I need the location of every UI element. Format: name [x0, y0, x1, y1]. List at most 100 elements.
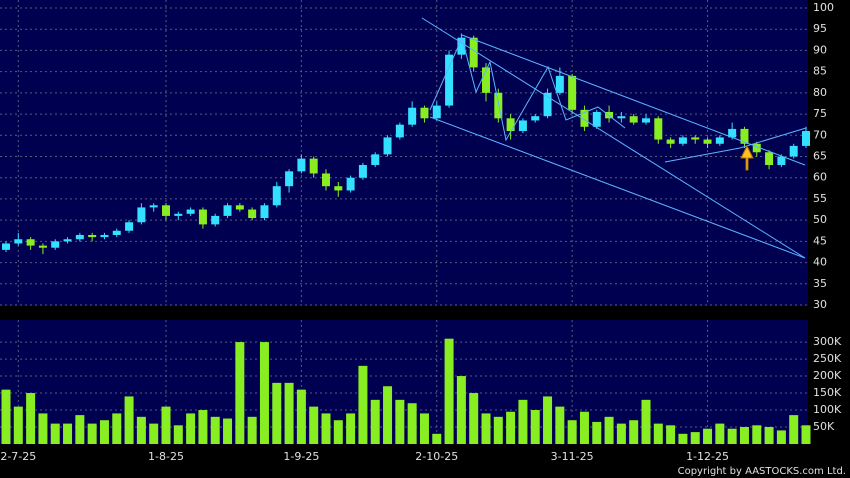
candle-body [592, 111, 601, 127]
volume-bar [518, 399, 528, 444]
candle-body [297, 158, 306, 172]
volume-tick-label: 300K [813, 335, 842, 348]
volume-bar [432, 433, 442, 444]
candle-body [26, 239, 35, 246]
x-tick-label: 1-9-25 [283, 450, 319, 463]
volume-bar [543, 396, 553, 444]
y-tick-label: 85 [813, 65, 827, 78]
candle-body [482, 67, 490, 93]
volume-bar [149, 423, 159, 444]
volume-bar [629, 420, 639, 444]
volume-bar [641, 399, 651, 444]
volume-bar [75, 415, 85, 444]
volume-bar [481, 413, 491, 444]
candle-body [162, 205, 170, 216]
volume-bar [666, 425, 676, 444]
candle-body [309, 158, 318, 174]
y-tick-label: 35 [813, 277, 827, 290]
volume-bar [259, 342, 269, 444]
x-tick-label: 3-11-25 [551, 450, 594, 463]
volume-bar [124, 396, 134, 444]
volume-bar [358, 365, 368, 444]
volume-bar [1, 389, 11, 444]
x-tick-label: 2-10-25 [415, 450, 458, 463]
volume-bar [247, 416, 257, 444]
volume-bar [50, 423, 60, 444]
volume-bar [727, 428, 737, 444]
volume-bar [13, 406, 23, 444]
volume-bar [715, 423, 725, 444]
y-tick-label: 90 [813, 43, 827, 56]
candle-body [371, 154, 380, 165]
candle-body [383, 137, 392, 155]
volume-bar [653, 423, 663, 444]
footer: Copyright by AASTOCKS.com Ltd. [678, 466, 846, 477]
candle-body [358, 164, 367, 178]
candle-body [186, 209, 195, 214]
volume-bar [99, 420, 109, 444]
candle-body [568, 75, 577, 110]
candle-body [75, 234, 84, 240]
volume-bar [493, 416, 503, 444]
candle-body [174, 213, 183, 216]
volume-bar [346, 413, 356, 444]
volume-bar [579, 411, 589, 444]
y-tick-label: 55 [813, 192, 827, 205]
candle-body [334, 186, 343, 191]
volume-bar [296, 389, 306, 444]
volume-bar [370, 399, 380, 444]
volume-bar [690, 432, 700, 444]
volume-bar [801, 425, 811, 444]
volume-bar [703, 428, 713, 444]
y-tick-label: 75 [813, 107, 827, 120]
volume-bar [776, 430, 786, 444]
candle-body [789, 145, 798, 157]
y-tick-label: 70 [813, 128, 827, 141]
volume-bar [752, 425, 762, 444]
volume-bar [678, 433, 688, 444]
candle-body [322, 173, 330, 187]
y-tick-label: 95 [813, 22, 827, 35]
candle-body [223, 205, 232, 216]
candle-body [285, 171, 294, 187]
candle-body [408, 107, 417, 125]
trend-line [429, 36, 626, 142]
volume-bar [739, 427, 749, 444]
candle-body [248, 209, 257, 219]
candle-body [125, 222, 134, 231]
candle-body [506, 118, 515, 132]
candle-body [555, 75, 564, 93]
volume-bar [223, 418, 233, 444]
volume-bar [506, 411, 516, 444]
candle-body [63, 239, 72, 242]
candle-body [765, 152, 774, 165]
volume-bar [616, 423, 626, 444]
candle-body [469, 37, 478, 68]
volume-bar [407, 403, 417, 444]
candle-body [494, 92, 503, 119]
candle-body [100, 234, 109, 238]
volume-bar [210, 416, 220, 444]
candle-body [112, 230, 121, 235]
trend-line [461, 34, 806, 166]
arrow [740, 144, 754, 171]
volume-bar [444, 338, 454, 444]
volume-tick-label: 100K [813, 403, 842, 416]
x-tick-label: 1-8-25 [148, 450, 184, 463]
volume-bar [284, 382, 294, 444]
volume-bar [555, 406, 565, 444]
volume-bar [395, 399, 405, 444]
volume-bar [419, 413, 429, 444]
volume-bar [530, 410, 540, 444]
y-tick-label: 60 [813, 171, 827, 184]
volume-bar [173, 425, 183, 444]
candle-body [728, 128, 737, 138]
volume-tick-label: 200K [813, 369, 842, 382]
x-tick-label: 1-12-25 [686, 450, 729, 463]
candle-body [137, 207, 146, 223]
candle-body [235, 205, 244, 210]
volume-bar [469, 393, 479, 444]
marks [1, 33, 811, 444]
candle-body [88, 234, 97, 238]
